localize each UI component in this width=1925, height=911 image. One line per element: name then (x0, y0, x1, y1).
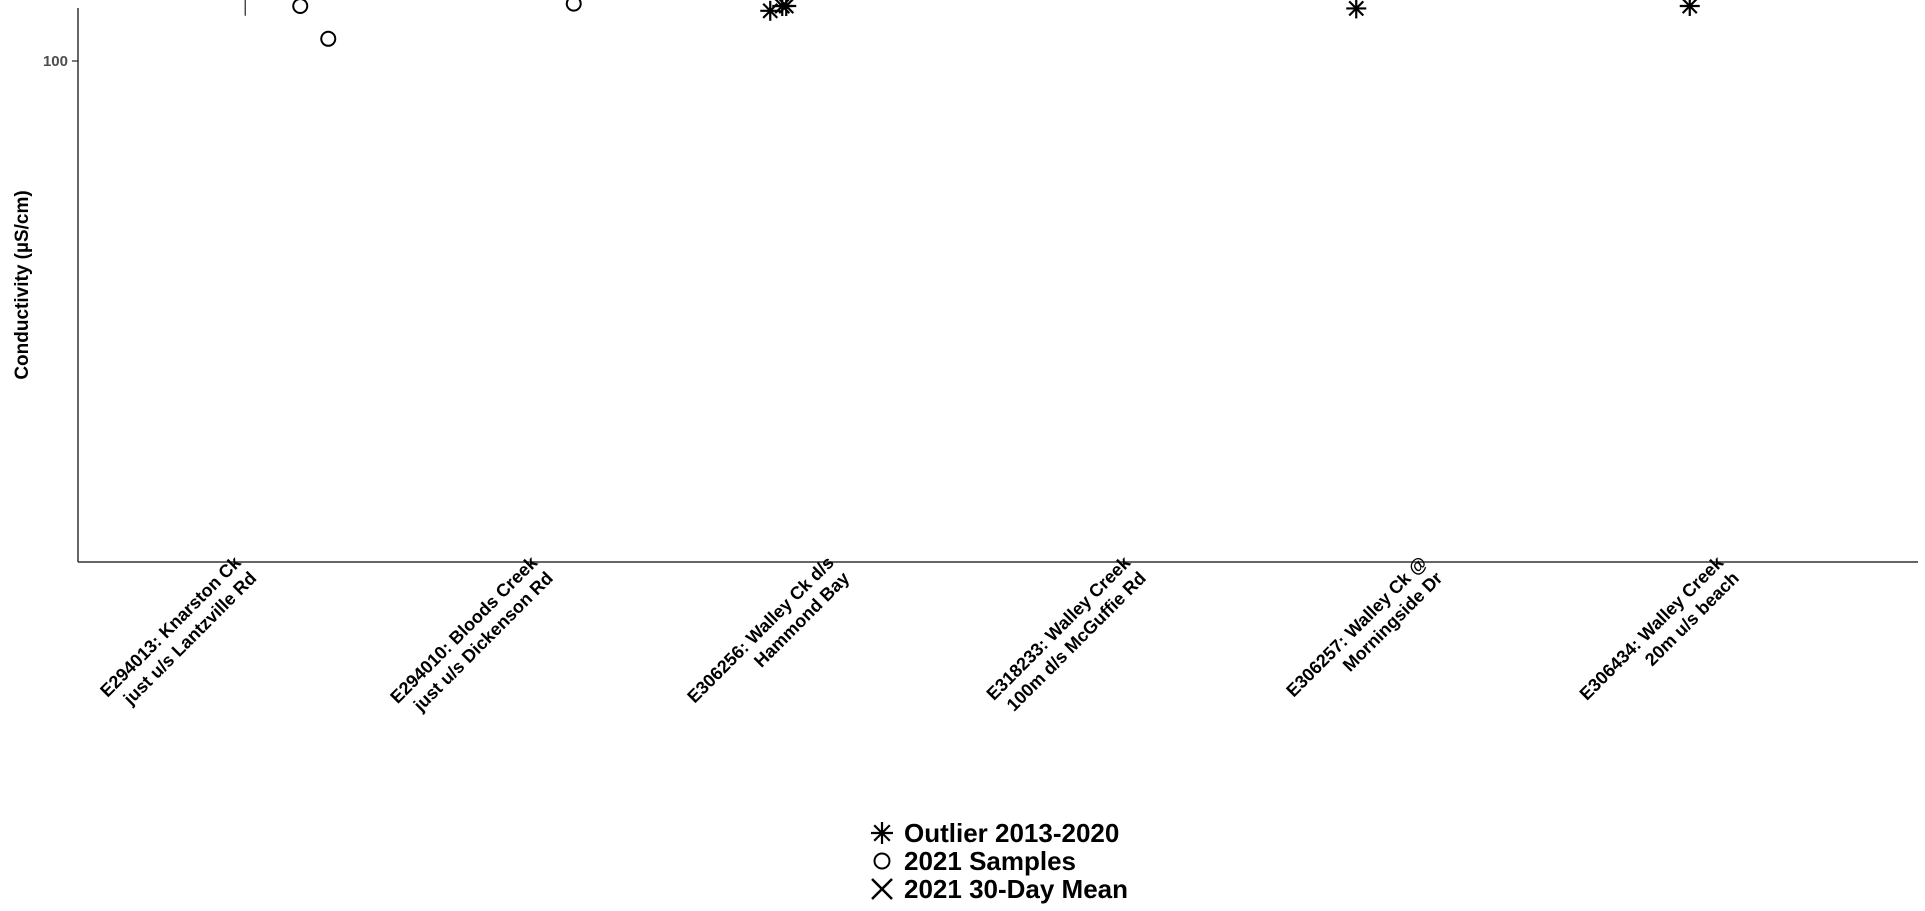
x-category-label-line: just u/s Lantzville Rd (119, 568, 260, 709)
legend-label: 2021 30-Day Mean (904, 874, 1128, 904)
category-group (760, 0, 797, 21)
category-group (1346, 0, 1367, 19)
outlier-point (1679, 0, 1700, 17)
legend-item: 2021 Samples (873, 846, 1076, 876)
x-category-label-line: 100m d/s McGuffie Rd (1003, 568, 1150, 715)
axes (77, 8, 1918, 563)
x-category-label-line: just u/s Dickenson Rd (409, 568, 557, 716)
legend-circle-icon (873, 852, 891, 870)
sample-point (292, 0, 309, 15)
category-group (565, 0, 582, 12)
x-category-label-line: E306257: Walley Ck @ (1282, 552, 1430, 700)
legend-item: 2021 30-Day Mean (871, 874, 1128, 904)
legend-cross-icon (871, 878, 893, 900)
x-category-label-line: E306434: Walley Creek (1576, 552, 1728, 704)
legend-asterisk-icon (871, 822, 893, 844)
legend-label: 2021 Samples (904, 846, 1076, 876)
outlier-point (776, 0, 797, 17)
x-category-label-line: E306256: Walley Ck d/s (683, 552, 837, 706)
legend-item: Outlier 2013-2020 (871, 818, 1119, 848)
y-tick-label: 100 (43, 53, 68, 70)
sample-point (565, 0, 582, 12)
category-group (244, 0, 337, 47)
legend-label: Outlier 2013-2020 (904, 818, 1119, 848)
y-axis-title: Conductivity (µS/cm) (12, 190, 33, 379)
plot-area (244, 0, 1700, 47)
x-category-label-line: E318233: Walley Creek (983, 552, 1135, 704)
y-ticks: 100200300400500 (43, 53, 78, 70)
sample-point (320, 30, 337, 47)
outlier-point (1346, 0, 1367, 19)
category-group (1679, 0, 1700, 17)
x-category-label-line: E294010: Bloods Creek (386, 552, 542, 708)
x-category-label-line: E294013: Knarston Ck (96, 552, 245, 701)
x-category-label: E306257: Walley Ck @Morningside Dr (1282, 552, 1446, 700)
